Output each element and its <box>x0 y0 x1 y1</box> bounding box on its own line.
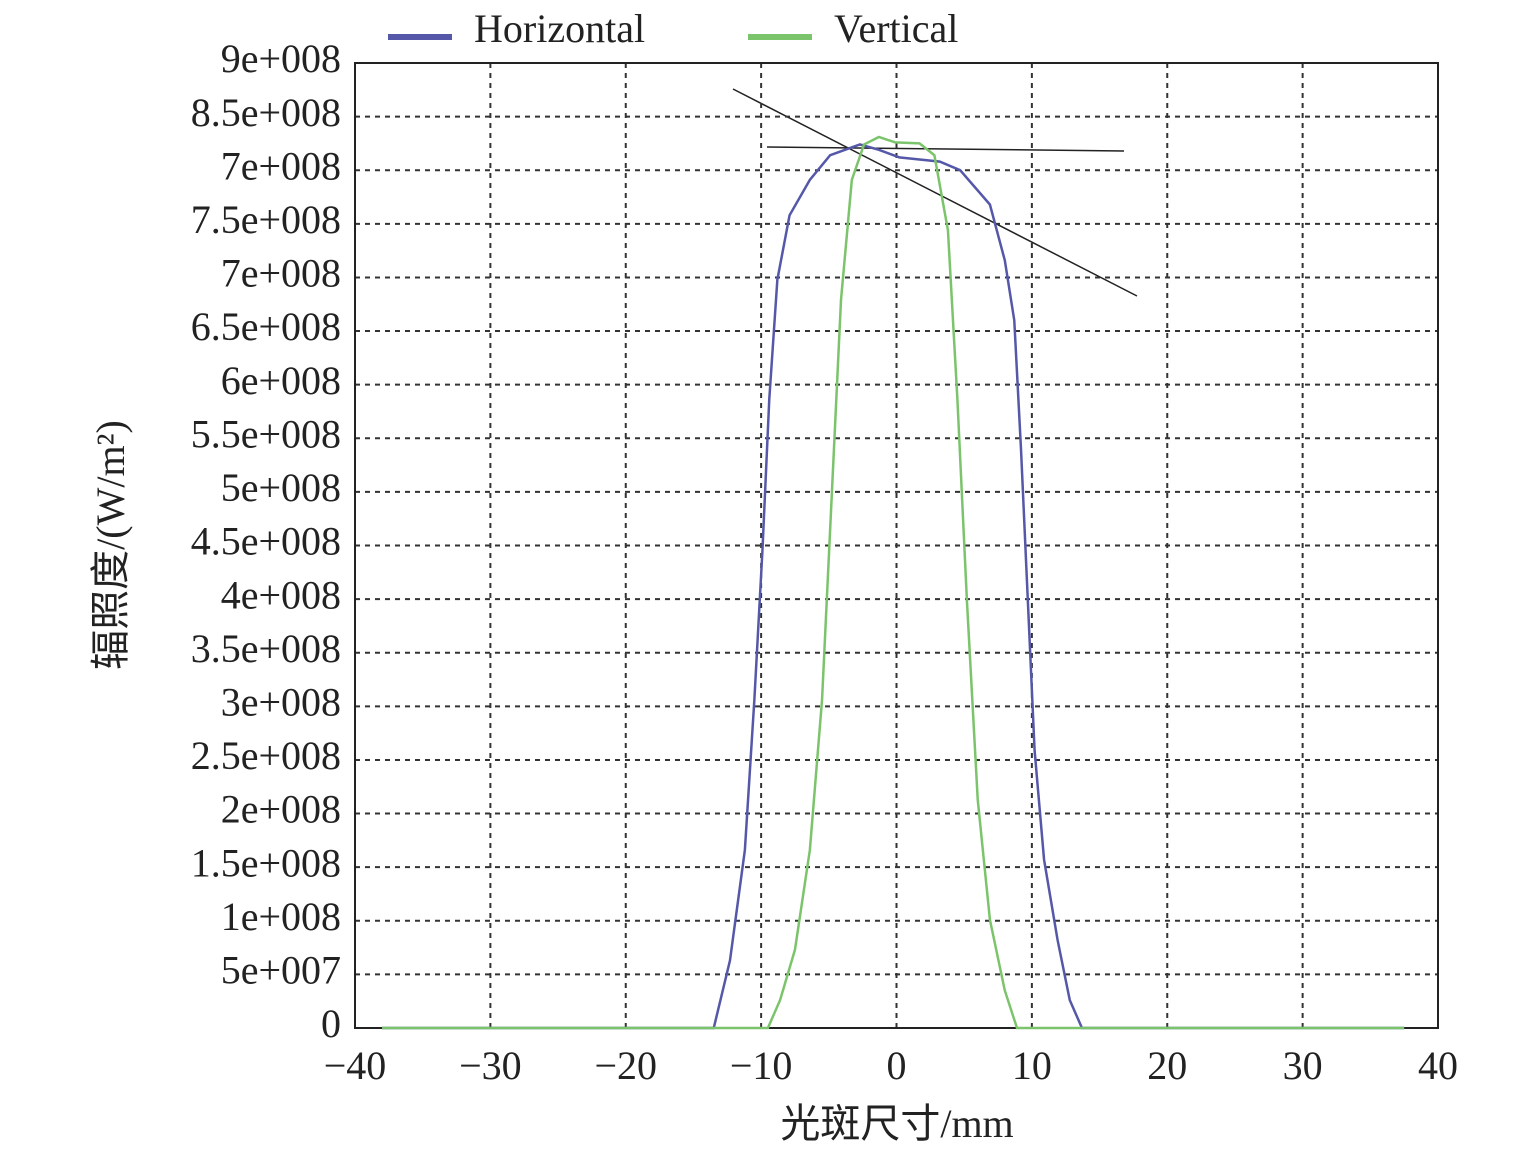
x-tick-label: −40 <box>324 1043 387 1088</box>
y-tick-label: 6.5e+008 <box>191 304 341 349</box>
x-tick-label: −30 <box>459 1043 522 1088</box>
annotation-line <box>732 88 1138 297</box>
x-axis-label: 光斑尺寸/mm <box>780 1101 1013 1146</box>
y-tick-label: 2.5e+008 <box>191 733 341 778</box>
y-tick-label: 8.5e+008 <box>191 90 341 135</box>
x-tick-label: 0 <box>887 1043 907 1088</box>
y-tick-label: 4.5e+008 <box>191 519 341 564</box>
legend-label: Horizontal <box>474 6 645 51</box>
y-tick-label: 2e+008 <box>221 787 341 832</box>
y-axis-label: 辐照度/(W/m²) <box>88 420 133 670</box>
x-tick-label: 30 <box>1283 1043 1323 1088</box>
y-tick-label: 6e+008 <box>221 358 341 403</box>
x-tick-label: 10 <box>1012 1043 1052 1088</box>
y-tick-label: 0 <box>321 1001 341 1046</box>
y-tick-label: 1.5e+008 <box>191 840 341 885</box>
y-tick-label: 5e+008 <box>221 465 341 510</box>
x-tick-label: 40 <box>1418 1043 1458 1088</box>
y-tick-label: 7.5e+008 <box>191 197 341 242</box>
y-tick-label: 5e+007 <box>221 948 341 993</box>
y-tick-label: 3e+008 <box>221 680 341 725</box>
y-tick-label: 5.5e+008 <box>191 411 341 456</box>
legend-label: Vertical <box>834 6 958 51</box>
y-tick-label: 7e+008 <box>221 143 341 188</box>
plot-frame <box>354 62 1439 1029</box>
x-tick-label: −20 <box>594 1043 657 1088</box>
y-tick-label: 7e+008 <box>221 251 341 296</box>
annotation-line <box>766 146 1125 152</box>
x-tick-label: 20 <box>1147 1043 1187 1088</box>
y-tick-label: 9e+008 <box>221 36 341 81</box>
y-tick-label: 3.5e+008 <box>191 626 341 671</box>
x-tick-label: −10 <box>730 1043 793 1088</box>
y-tick-label: 1e+008 <box>221 894 341 939</box>
data-line <box>382 143 1405 1030</box>
y-tick-label: 4e+008 <box>221 572 341 617</box>
data-line <box>382 135 1405 1030</box>
